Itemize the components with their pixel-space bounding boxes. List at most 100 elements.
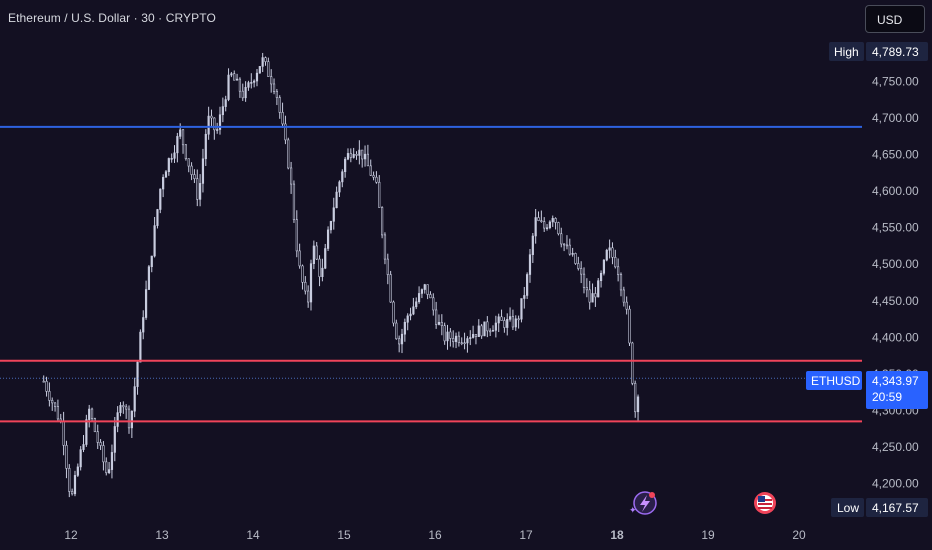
candle <box>454 332 458 349</box>
candle <box>571 247 574 257</box>
candle <box>551 215 554 227</box>
candle <box>463 332 466 350</box>
candle <box>412 297 415 316</box>
candle <box>349 148 352 163</box>
candle <box>270 69 273 93</box>
candle <box>594 286 597 307</box>
candle <box>62 411 65 456</box>
candle <box>526 272 529 299</box>
candle <box>210 109 213 127</box>
currency-button[interactable]: USD <box>865 5 925 33</box>
candle <box>548 220 551 230</box>
candle <box>634 380 637 418</box>
candle <box>398 335 401 353</box>
candle <box>127 405 131 434</box>
candle <box>477 319 480 337</box>
candle <box>142 310 145 340</box>
candle <box>543 217 546 232</box>
candle <box>329 220 333 234</box>
candle <box>531 232 534 263</box>
lightning-event-icon[interactable]: ✦ <box>629 491 657 516</box>
candle <box>375 171 378 184</box>
candle <box>395 319 398 340</box>
candle <box>611 242 614 265</box>
candle <box>361 149 364 168</box>
candle <box>625 296 628 315</box>
price-tick-label: 4,550.00 <box>872 221 919 235</box>
candle <box>582 267 586 294</box>
candle <box>381 206 384 239</box>
candle <box>48 382 51 407</box>
candle <box>301 264 304 290</box>
candle <box>386 253 389 285</box>
candle <box>446 324 449 350</box>
svg-text:✦: ✦ <box>629 506 637 516</box>
current-price-badge: ETHUSD 4,343.97 20:59 <box>806 371 928 409</box>
candle <box>170 153 173 163</box>
candles-layer <box>42 52 640 498</box>
high-value: 4,789.73 <box>872 45 919 59</box>
candle <box>216 122 219 134</box>
candle <box>568 238 571 256</box>
candle <box>631 341 634 386</box>
candle <box>96 424 99 450</box>
candle <box>307 285 310 308</box>
candle <box>147 265 151 290</box>
time-tick-label: 19 <box>701 528 715 542</box>
candle <box>636 394 640 422</box>
price-axis: 4,200.004,250.004,300.004,350.004,400.00… <box>872 75 919 491</box>
candle <box>199 174 202 207</box>
candle <box>494 315 497 338</box>
chart-title: Ethereum / U.S. Dollar · 30 · CRYPTO <box>8 11 216 25</box>
candle <box>528 248 532 283</box>
candle <box>164 170 168 178</box>
candle <box>406 313 409 331</box>
candle <box>56 399 60 421</box>
candle <box>238 77 242 98</box>
candle <box>500 309 503 321</box>
candle <box>116 406 119 433</box>
candle <box>119 402 122 417</box>
candle <box>344 156 347 178</box>
candle <box>602 259 606 276</box>
candle <box>73 470 77 497</box>
candle <box>139 329 142 363</box>
price-tick-label: 4,250.00 <box>872 440 919 454</box>
price-tick-label: 4,600.00 <box>872 184 919 198</box>
candle <box>489 328 492 336</box>
candle <box>318 255 321 287</box>
candle <box>227 68 230 102</box>
candle <box>608 239 611 259</box>
candle <box>281 102 284 128</box>
candle <box>218 106 222 135</box>
candle <box>588 280 591 310</box>
price-tick-label: 4,700.00 <box>872 111 919 125</box>
us-flag-icon[interactable] <box>754 492 776 514</box>
candle <box>565 235 569 250</box>
candle <box>247 80 250 91</box>
candle <box>321 258 324 282</box>
price-tick-label: 4,500.00 <box>872 257 919 271</box>
candle <box>221 97 224 123</box>
candle <box>355 151 358 160</box>
candle <box>85 414 88 447</box>
candle <box>156 208 159 229</box>
time-tick-label: 18 <box>610 528 624 542</box>
candle <box>187 158 190 173</box>
candle <box>622 286 625 307</box>
candle <box>264 56 267 66</box>
candle <box>102 441 105 471</box>
candle <box>560 227 563 248</box>
candle <box>520 298 523 323</box>
candle <box>599 270 603 288</box>
candle <box>150 255 153 273</box>
candle <box>338 180 341 198</box>
candle <box>213 117 216 140</box>
price-tick-label: 4,450.00 <box>872 294 919 308</box>
candle <box>617 258 620 282</box>
candle <box>196 169 199 207</box>
current-price: 4,343.97 <box>872 374 919 388</box>
candle <box>179 123 182 140</box>
